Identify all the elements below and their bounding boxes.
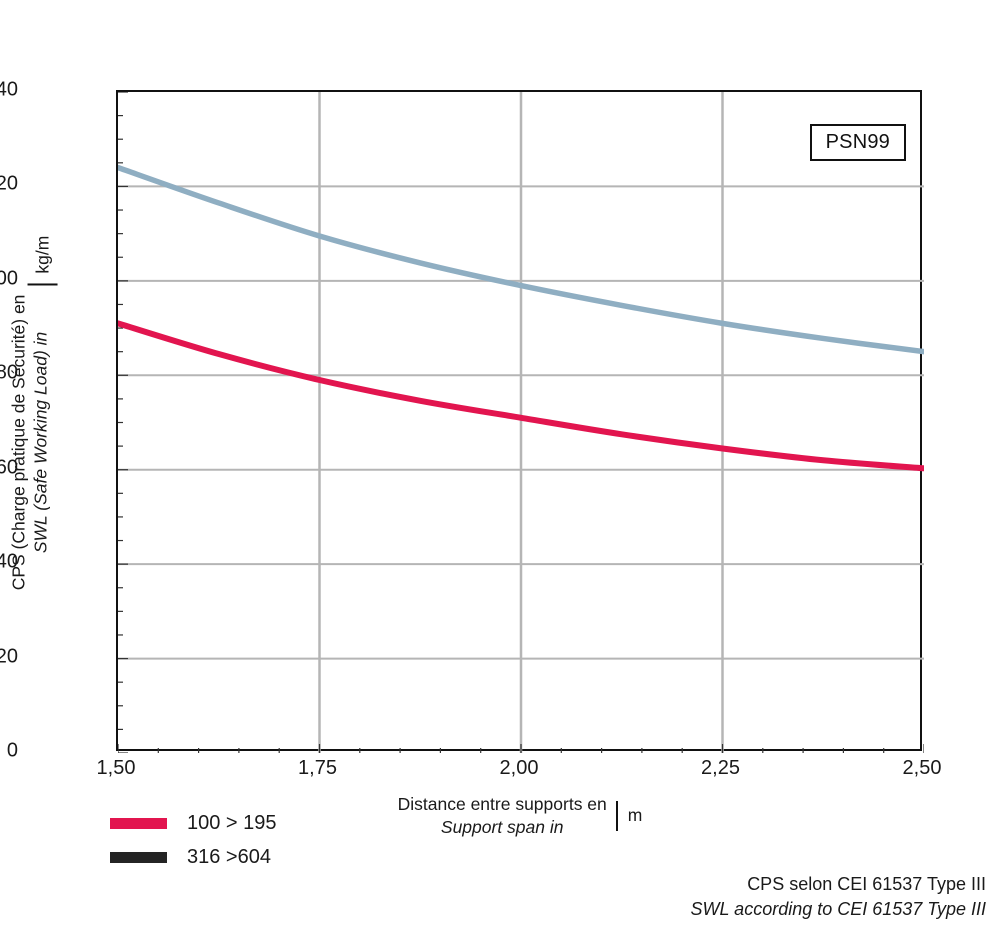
y-axis-ticks: 0 20 40 60 80 100 120 140 [0,0,116,945]
y-tick-label: 40 [0,550,18,573]
legend-swatch-icon [110,851,167,863]
y-tick-label: 20 [0,645,18,668]
standard-note: CPS selon CEI 61537 Type III SWL accordi… [691,872,987,922]
y-tick-label: 0 [6,739,18,762]
y-tick-label: 80 [0,361,18,384]
x-tick-label: 2,25 [701,757,740,779]
x-tick-label: 1,75 [298,757,337,779]
x-tick-label: 2,50 [902,757,942,779]
standard-note-line2: SWL according to CEI 61537 Type III [690,898,987,919]
x-tick-label: 1,50 [96,757,136,779]
x-tick-label: 2,00 [499,757,539,779]
x-axis-title-line1: Distance entre supports en [397,794,607,814]
chart-legend: 100 > 195 316 >604 [110,806,277,874]
x-axis-title-line2: Support span in [440,816,564,837]
y-axis-title-line1: CPS (Charge pratique de Sécurité) en [8,294,29,591]
y-tick-label: 100 [0,267,18,290]
status-badge: PSN99 [809,124,906,161]
series-line-100-195 [118,320,924,472]
plot-area: PSN99 [116,90,924,753]
standard-note-line1: CPS selon CEI 61537 Type III [747,874,986,894]
legend-item: 100 > 195 [110,806,277,840]
series-line-316-604 [118,164,924,355]
plot-svg [118,92,924,753]
x-axis-title: Distance entre supports en Support span … [300,793,740,839]
y-tick-label: 140 [0,78,18,101]
y-axis-title-line2: SWL (Safe Working Load) in [30,331,51,554]
y-axis-unit: kg/m [31,236,53,286]
legend-item-label: 316 >604 [187,845,271,868]
y-axis-title: CPS (Charge pratique de Sécurité) en SWL… [0,90,62,751]
y-tick-label: 60 [0,456,18,479]
x-axis-unit: m [616,804,643,827]
gridlines [118,92,924,753]
legend-swatch-icon [110,817,167,829]
minor-tick-marks [118,92,924,753]
y-tick-label: 120 [0,172,18,195]
legend-item-label: 100 > 195 [187,811,277,834]
legend-item: 316 >604 [110,840,277,874]
